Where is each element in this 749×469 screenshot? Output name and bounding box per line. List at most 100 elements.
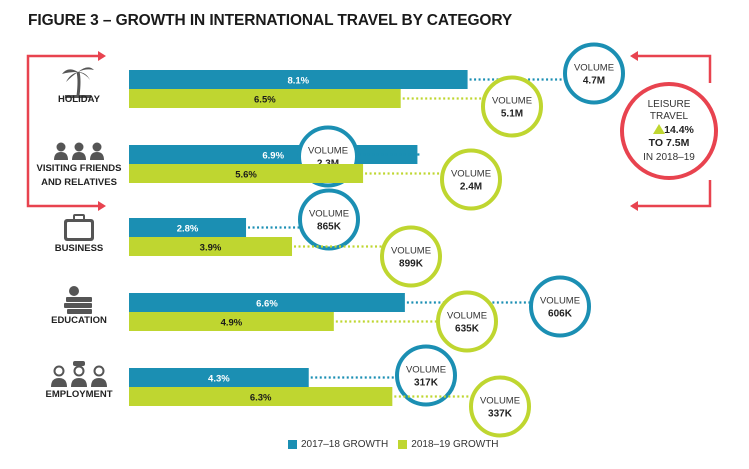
book-middle [64,303,92,308]
bar [129,70,468,89]
leisure-bracket-right-bottom [632,180,712,208]
chef-hat [73,361,85,366]
workers-icon [51,361,107,387]
leisure-arrow-right-top [630,51,638,61]
palm-ground [65,95,91,98]
volume-circle [481,75,543,138]
volume-value: 317K [414,378,439,389]
leisure-line-1: LEISURE [648,99,691,110]
volume-value: 635K [455,324,480,335]
leisure-bracket-left [26,54,104,208]
volume-word: VOLUME [480,396,520,407]
volume-word: VOLUME [492,96,532,107]
worker-head [93,365,105,377]
volume-circle [380,225,442,288]
legend: 2017–18 GROWTH 2018–19 GROWTH [288,439,509,450]
worker-body [51,378,67,387]
worker-body [91,378,107,387]
category-label-line: HOLIDAY [58,94,101,105]
leisure-bracket-right-top [632,54,712,83]
bar-value-label: 6.6% [256,299,278,310]
volume-word: VOLUME [391,246,431,257]
bar-value-label: 8.1% [287,76,309,87]
category-label-line: BUSINESS [55,243,104,254]
palm-tree-icon [62,67,94,98]
category-label: EMPLOYMENT [45,389,112,400]
person-body [90,152,104,160]
person-body [72,152,86,160]
category-label-line: EDUCATION [51,315,107,326]
bar-value-label: 6.3% [250,393,272,404]
volume-value: 2.4M [460,182,482,193]
leisure-arrow-left-top [98,51,106,61]
person-head [92,142,102,152]
leisure-circle [620,82,718,180]
briefcase-inner [67,222,91,238]
volume-circle [395,344,457,407]
books-apple-icon [64,286,92,314]
leisure-line-2: TRAVEL [650,111,689,122]
volume-word: VOLUME [540,296,580,307]
legend-swatch-2017-18 [288,440,297,449]
book-top [66,297,92,302]
legend-label-2017-18: 2017–18 GROWTH [301,439,389,450]
bar [129,387,393,406]
volume-value: 4.7M [583,76,605,87]
up-triangle-icon [653,124,665,134]
legend-item-2017-18: 2017–18 GROWTH [288,439,388,450]
bar-value-label: 6.5% [254,95,276,106]
palm-trunk [76,71,81,97]
volume-word: VOLUME [447,311,487,322]
category-label: BUSINESS [55,243,104,254]
leisure-arrow-left-bottom [98,201,106,211]
category-label-line: EMPLOYMENT [45,389,112,400]
bar-value-label: 3.9% [200,243,222,254]
legend-swatch-2018-19 [398,440,408,449]
category-label: HOLIDAY [58,94,101,105]
bar-value-label: 5.6% [235,170,257,181]
bar [129,293,405,312]
category-label-line: VISITING FRIENDS [37,163,122,174]
volume-circle [298,188,360,251]
bar-value-label: 6.9% [262,151,284,162]
leisure-arrow-right-bottom [630,201,638,211]
volume-word: VOLUME [406,365,446,376]
volume-word: VOLUME [309,209,349,220]
bar [129,368,309,387]
leisure-to-line: TO 7.5M [649,137,690,149]
bar-value-label: 4.9% [221,318,243,329]
person-body [54,152,68,160]
worker-head [53,365,65,377]
volume-value: 606K [548,309,573,320]
bar [129,312,334,331]
person-head [74,142,84,152]
category-label: VISITING FRIENDS AND RELATIVES [37,163,122,188]
bar-value-label: 2.8% [177,224,199,235]
volume-value: 5.1M [501,109,523,120]
bar [129,218,247,237]
leisure-period: IN 2018–19 [643,152,695,163]
category-label-line: AND RELATIVES [41,177,117,188]
volume-circle [529,275,591,338]
bar [129,89,401,108]
category-label: EDUCATION [51,315,107,326]
bar [129,164,364,183]
people-group-icon [54,142,104,160]
volume-circle [469,375,531,438]
volume-word: VOLUME [308,146,348,157]
volume-circle [440,148,502,211]
briefcase-handle [73,214,85,221]
volume-circle [563,42,625,105]
apple [69,286,79,296]
briefcase-icon [64,214,94,241]
book-bottom [67,309,92,314]
person-head [56,142,66,152]
volume-circle [436,290,498,353]
volume-word: VOLUME [451,169,491,180]
bar-value-label: 4.3% [208,374,230,385]
worker-body [71,378,87,387]
volume-value: 865K [317,222,342,233]
legend-item-2018-19: 2018–19 GROWTH [398,439,499,450]
palm-leaves [62,67,94,82]
